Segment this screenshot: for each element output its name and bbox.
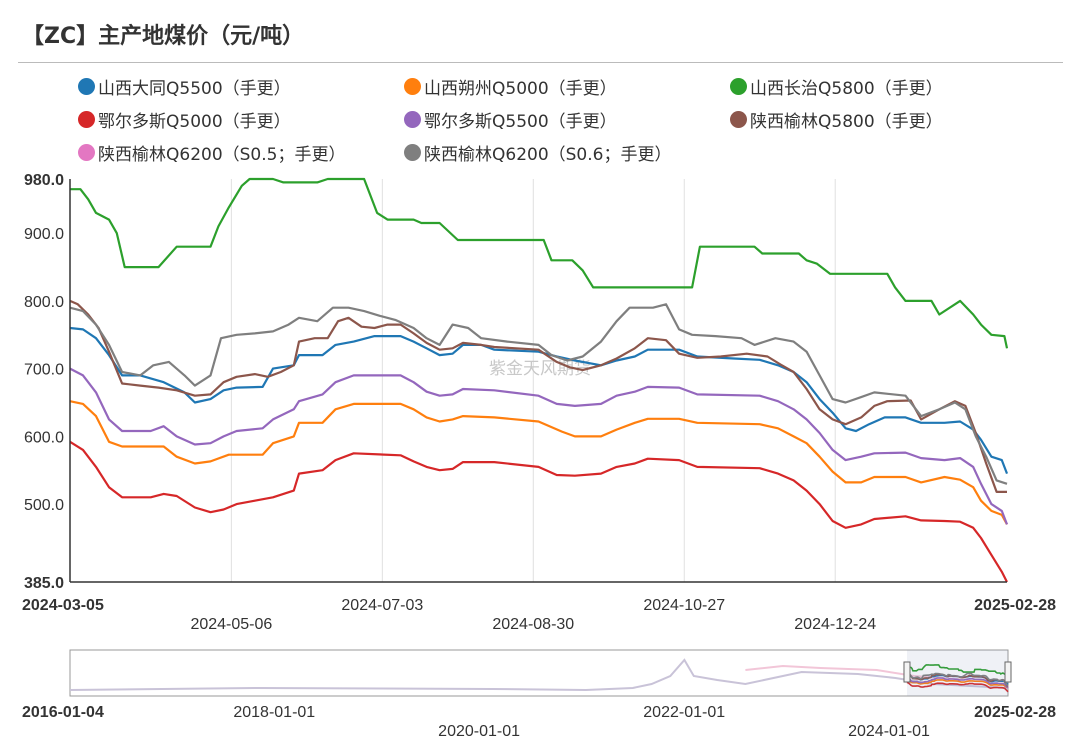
navigator-handle[interactable] xyxy=(903,661,911,683)
series-line xyxy=(69,326,1009,474)
legend-label: 山西长治Q5800（手更） xyxy=(750,79,943,99)
series-lines xyxy=(69,177,1009,583)
series-line xyxy=(69,440,1008,583)
y-tick-label: 385.0 xyxy=(24,575,64,592)
legend-swatch xyxy=(78,78,95,95)
y-tick-label: 980.0 xyxy=(24,172,64,189)
y-tick-label: 700.0 xyxy=(24,362,64,379)
navigator-tick-label: 2022-01-01 xyxy=(643,704,725,721)
navigator-ticks: 2016-01-04 2018-01-01 2020-01-01 2022-01-01… xyxy=(22,704,1056,740)
legend-swatch xyxy=(730,78,747,95)
legend-label: 鄂尔多斯Q5500（手更） xyxy=(424,112,617,132)
navigator-series xyxy=(906,678,1009,689)
x-tick-label: 2024-08-30 xyxy=(492,616,574,633)
series-line xyxy=(69,400,1008,525)
x-tick-label: 2024-12-24 xyxy=(794,616,876,633)
y-tick-label: 900.0 xyxy=(24,226,64,243)
navigator-series xyxy=(906,672,1009,686)
legend-swatch xyxy=(404,78,421,95)
chart-title: 【ZC】主产地煤价（元/吨） xyxy=(22,24,305,49)
legend-item[interactable]: 陕西榆林Q5800（手更） xyxy=(730,107,943,132)
legend-label: 山西大同Q5500（手更） xyxy=(98,79,291,99)
legend-label: 陕西榆林Q6200（S0.5；手更） xyxy=(98,145,346,165)
watermark: 紫金天风期货 xyxy=(489,359,591,379)
legend-swatch xyxy=(404,144,421,161)
series-line xyxy=(69,367,1009,525)
grid-lines xyxy=(230,179,836,582)
series-line xyxy=(69,299,1007,493)
y-tick-label: 600.0 xyxy=(24,429,64,446)
legend-swatch xyxy=(730,111,747,128)
legend-item[interactable]: 山西长治Q5800（手更） xyxy=(730,74,943,99)
legend-item[interactable]: 山西大同Q5500（手更） xyxy=(78,74,291,99)
navigator-tick-label: 2016-01-04 xyxy=(22,704,104,721)
x-tick-label: 2024-03-05 xyxy=(22,597,104,614)
legend-label: 山西朔州Q5000（手更） xyxy=(424,79,617,99)
navigator-selection[interactable] xyxy=(906,650,1008,696)
legend-item[interactable]: 陕西榆林Q6200（S0.5；手更） xyxy=(78,140,345,165)
x-tick-label: 2024-10-27 xyxy=(643,597,725,614)
y-axis-ticks: 980.0 900.0 800.0 700.0 600.0 500.0 385.0 xyxy=(24,172,64,592)
legend-label: 陕西榆林Q5800（手更） xyxy=(750,112,943,132)
range-navigator xyxy=(69,649,1012,697)
navigator-history xyxy=(69,658,1009,692)
legend-swatch xyxy=(78,144,95,161)
y-tick-label: 800.0 xyxy=(24,294,64,311)
legend-item[interactable]: 山西朔州Q5000（手更） xyxy=(404,74,617,99)
axes xyxy=(69,179,1007,583)
series-line xyxy=(69,303,1008,485)
x-axis-ticks: 2024-03-05 2024-05-06 2024-07-03 2024-08-30… xyxy=(22,597,1056,633)
legend-item[interactable]: 鄂尔多斯Q5000（手更） xyxy=(78,107,291,132)
x-tick-label: 2025-02-28 xyxy=(974,597,1056,614)
navigator-series xyxy=(906,676,1009,689)
legend-swatch xyxy=(78,111,95,128)
navigator-tick-label: 2025-02-28 xyxy=(974,704,1056,721)
legend-label: 鄂尔多斯Q5000（手更） xyxy=(98,112,291,132)
navigator-tick-label: 2020-01-01 xyxy=(438,723,520,740)
navigator-series xyxy=(906,681,1009,693)
navigator-tick-label: 2024-01-01 xyxy=(848,723,930,740)
y-tick-label: 500.0 xyxy=(24,497,64,514)
legend-swatch xyxy=(404,111,421,128)
title-divider xyxy=(18,62,1063,63)
x-tick-label: 2024-07-03 xyxy=(341,597,423,614)
navigator-series xyxy=(907,664,1009,677)
legend-item[interactable]: 陕西榆林Q6200（S0.6；手更） xyxy=(404,140,671,165)
navigator-handle[interactable] xyxy=(1004,661,1012,683)
legend-item[interactable]: 鄂尔多斯Q5500（手更） xyxy=(404,107,617,132)
navigator-tick-label: 2018-01-01 xyxy=(233,704,315,721)
legend-label: 陕西榆林Q6200（S0.6；手更） xyxy=(424,145,672,165)
series-line xyxy=(70,177,1009,349)
x-tick-label: 2024-05-06 xyxy=(190,616,272,633)
